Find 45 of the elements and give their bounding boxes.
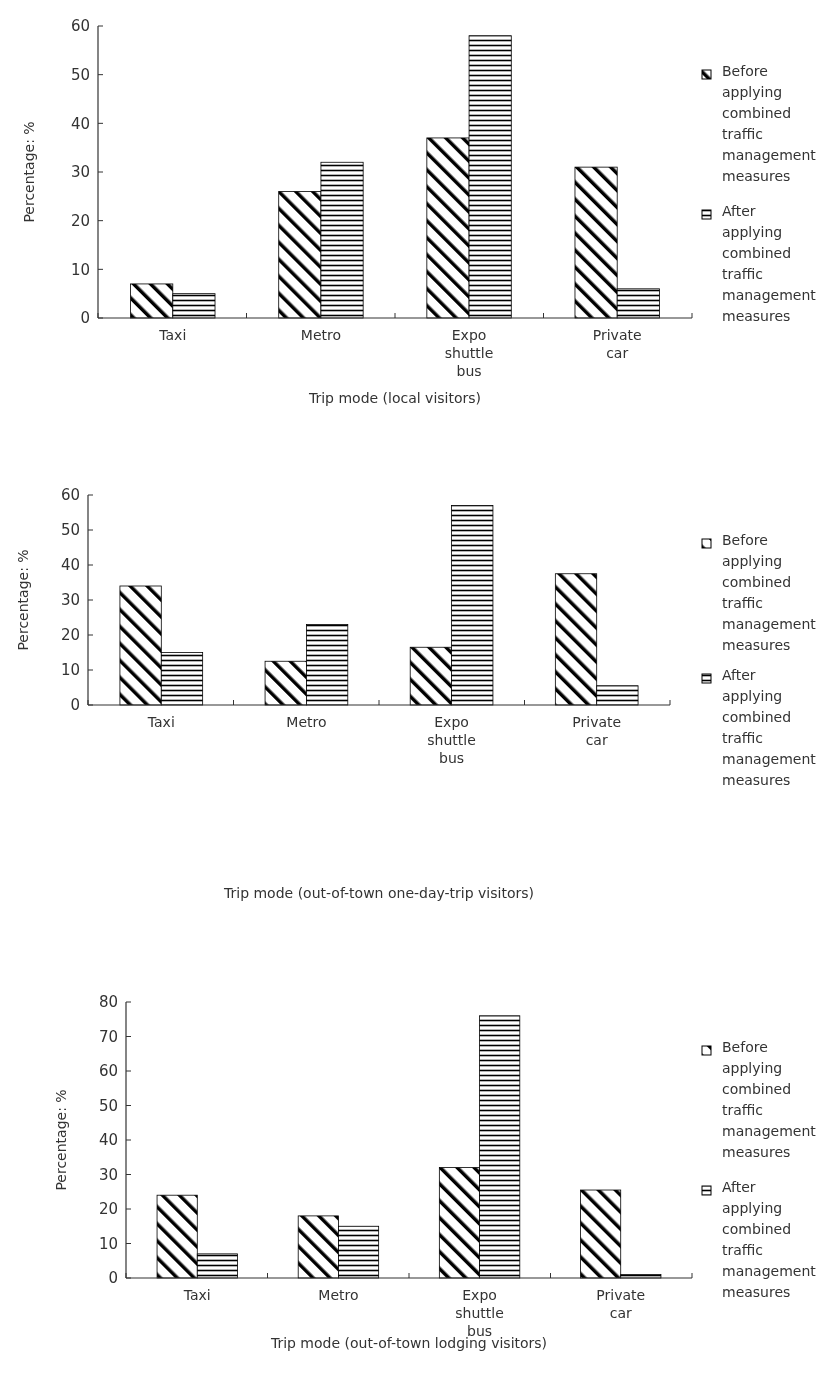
- y-tick-label: 0: [70, 696, 80, 715]
- x-tick-label: Private car: [592, 327, 642, 361]
- y-tick-label: 10: [70, 260, 90, 279]
- x-axis-title: Trip mode (local visitors): [307, 390, 482, 406]
- y-axis-title: Percentage: %: [21, 121, 37, 223]
- y-tick-label: 60: [98, 1062, 118, 1081]
- legend-label: Before applying combined traffic management measures: [722, 63, 817, 184]
- x-tick-label: Metro: [300, 327, 342, 343]
- x-tick-label: Metro: [286, 714, 327, 730]
- x-tick-label: Metro: [318, 1287, 359, 1303]
- y-tick-label: 20: [98, 1200, 118, 1219]
- y-tick-label: 10: [60, 661, 80, 680]
- y-tick-label: 20: [70, 211, 90, 230]
- legend-label: Before applying combined traffic management measures: [722, 532, 817, 653]
- legend-label: After applying combined traffic management measures: [722, 667, 817, 788]
- x-tick-label: Taxi: [158, 327, 187, 343]
- y-tick-label: 50: [98, 1096, 118, 1115]
- y-tick-label: 50: [60, 521, 80, 540]
- x-tick-label: Private car: [572, 714, 622, 748]
- y-tick-label: 30: [70, 163, 90, 182]
- y-tick-label: 30: [60, 591, 80, 610]
- y-tick-label: 50: [70, 65, 90, 84]
- y-tick-label: 0: [80, 309, 90, 328]
- x-tick-label: Taxi: [182, 1287, 211, 1303]
- y-axis-title: Percentage: %: [53, 1089, 69, 1191]
- x-tick-label: Private car: [596, 1287, 646, 1321]
- y-tick-label: 10: [98, 1234, 118, 1253]
- legend-label: After applying combined traffic management measures: [722, 1179, 817, 1300]
- y-axis-title: Percentage: %: [15, 549, 31, 651]
- y-tick-label: 0: [108, 1269, 118, 1288]
- legend-label: Before applying combined traffic management measures: [722, 1039, 817, 1160]
- y-tick-label: 20: [60, 626, 80, 645]
- x-tick-label: Expo shuttle bus: [444, 327, 494, 379]
- y-tick-label: 60: [60, 486, 80, 505]
- y-tick-label: 40: [98, 1131, 118, 1150]
- y-tick-label: 60: [70, 17, 90, 36]
- x-tick-label: Taxi: [146, 714, 175, 730]
- x-tick-label: Expo shuttle bus: [427, 714, 476, 766]
- y-tick-label: 40: [60, 556, 80, 575]
- y-tick-label: 40: [70, 114, 90, 133]
- y-tick-label: 80: [98, 993, 118, 1012]
- legend-label: After applying combined traffic management measures: [722, 203, 817, 324]
- y-tick-label: 70: [98, 1027, 118, 1046]
- y-tick-label: 30: [98, 1165, 118, 1184]
- x-axis-title: Trip mode (out-of-town one-day-trip visitors): [223, 885, 534, 901]
